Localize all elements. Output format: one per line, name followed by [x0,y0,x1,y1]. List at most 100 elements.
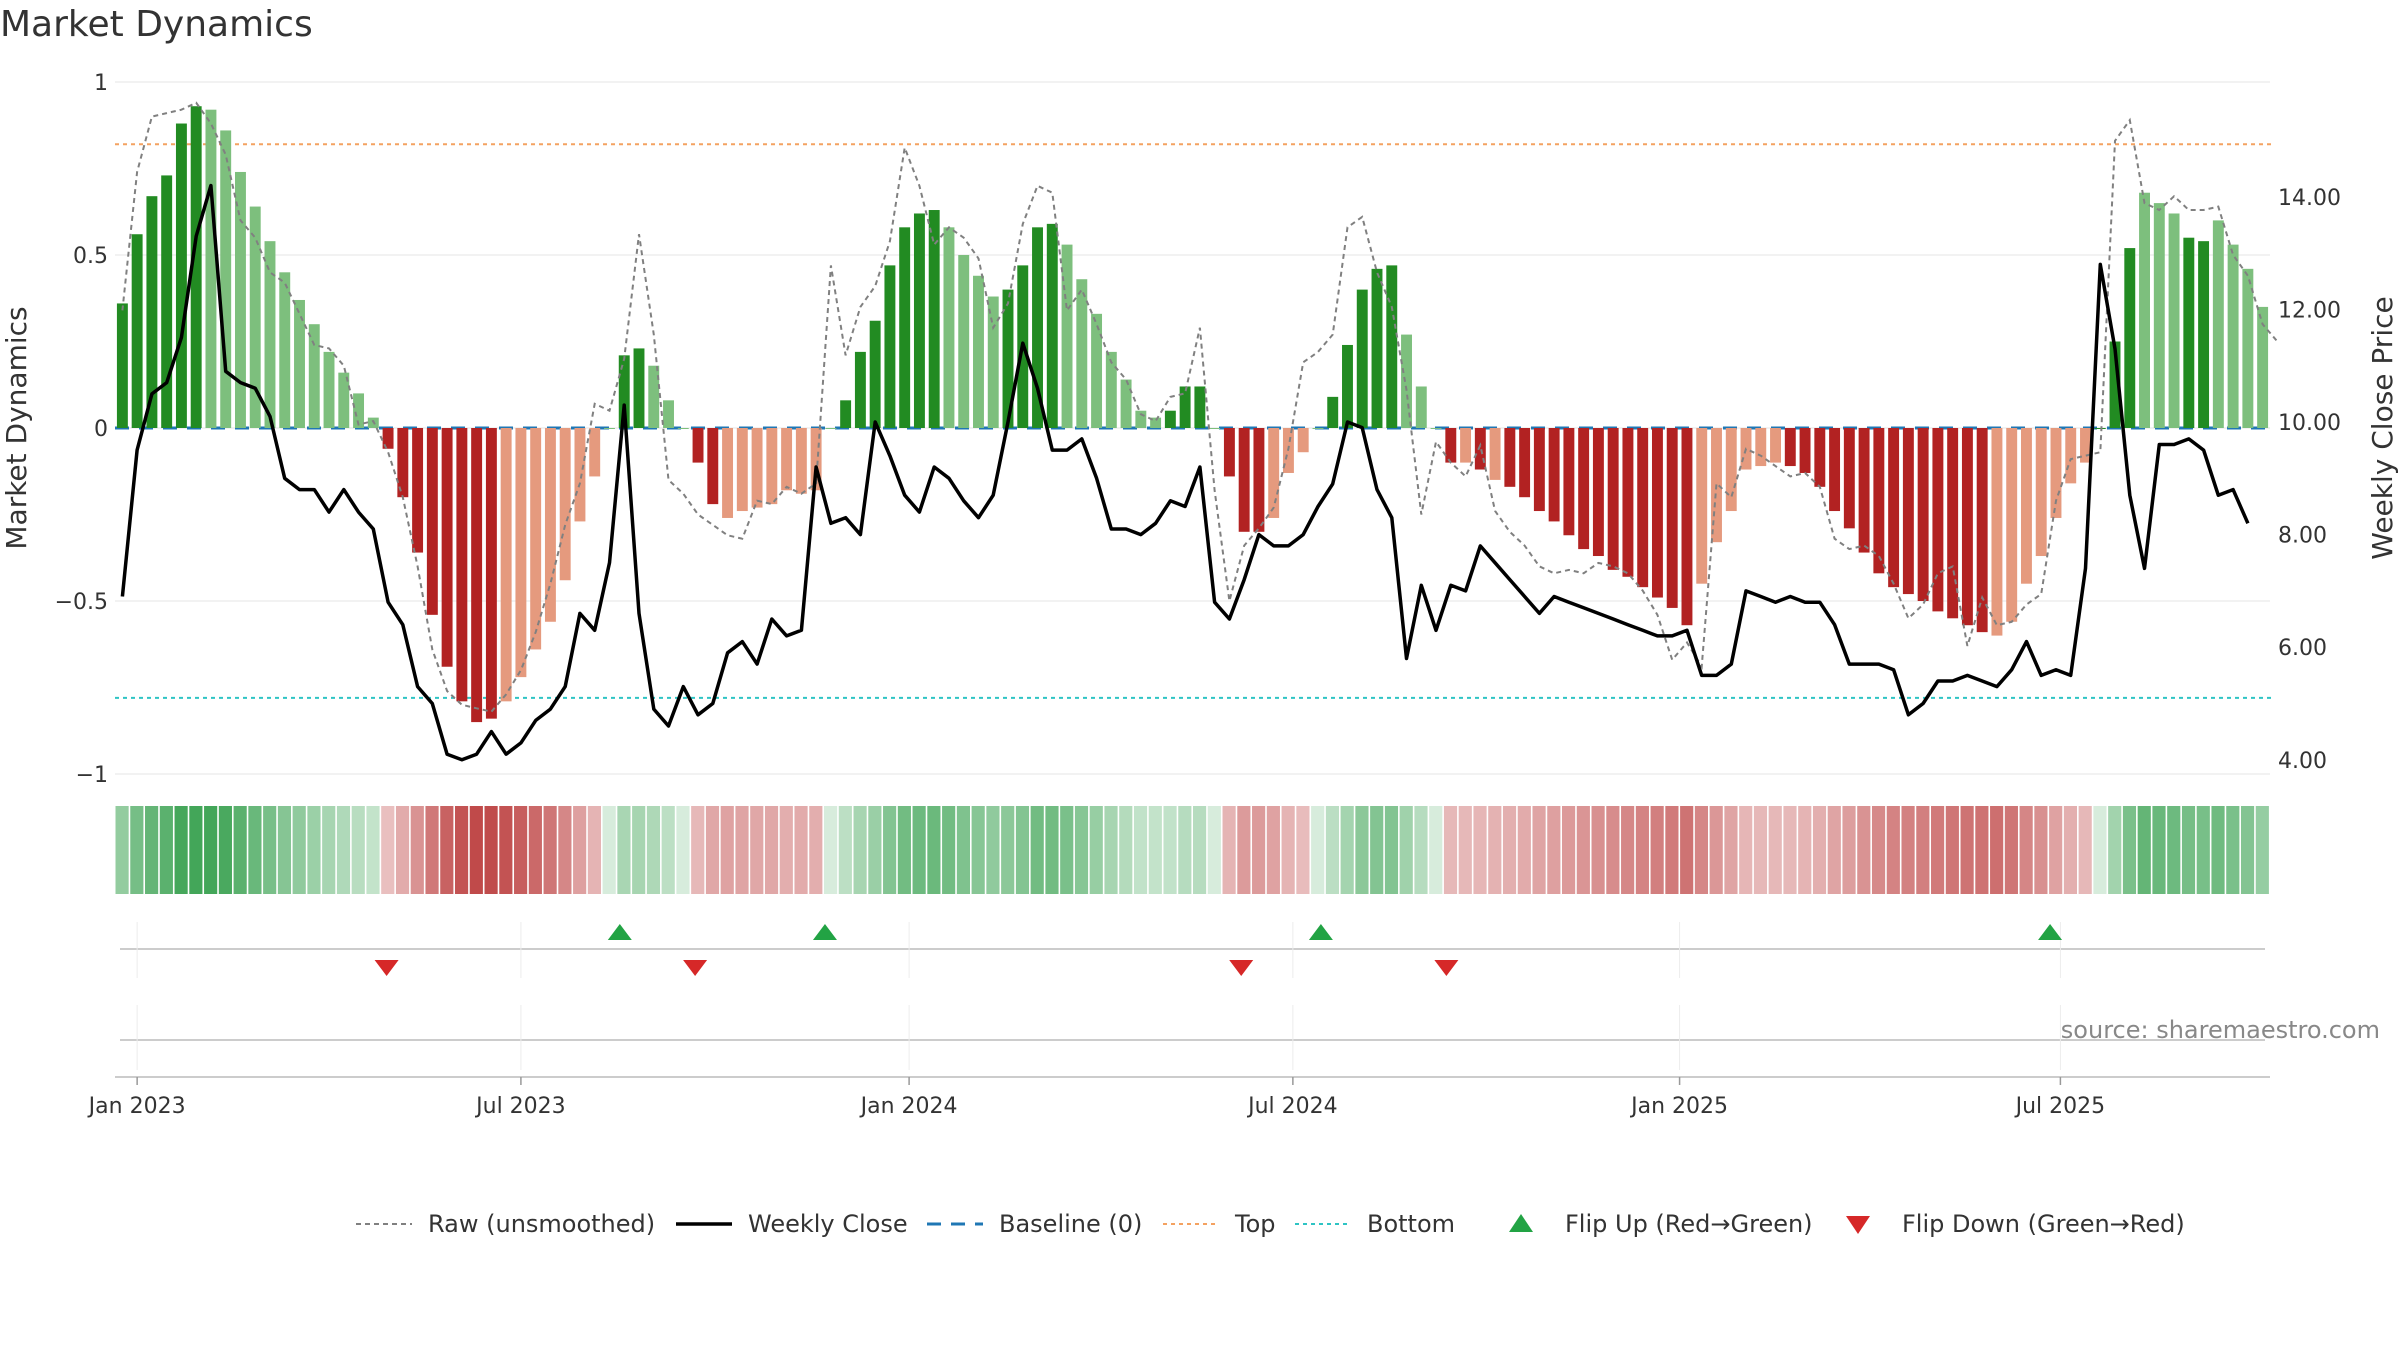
bar [574,428,586,522]
x-tick-label: Jul 2024 [1246,1094,1338,1119]
bar [1371,268,1383,428]
regime-cell [927,806,941,894]
bar [781,428,793,491]
regime-cell [189,806,203,894]
regime-cell [1384,806,1399,894]
regime-cell [2196,806,2210,894]
bar [1873,428,1885,574]
regime-cell [1001,806,1015,894]
regime-cell [1739,806,1753,894]
flip-up-marker [812,924,837,940]
regime-cell [454,806,469,894]
regime-cell [1222,806,1236,894]
left-y-tick-label: 0.5 [73,244,108,269]
bar [1415,386,1427,428]
regime-cell [1945,806,1959,894]
bar [604,428,615,429]
right-y-axis-label: Weekly Close Price [2366,296,2399,559]
bar [1504,428,1516,487]
bar [220,130,232,428]
bar [205,109,217,429]
regime-cell [1045,806,1059,894]
legend-item-5: Flip Up (Red→Green) [1509,1210,1813,1238]
bar [1829,428,1841,512]
regime-cell [897,806,911,894]
bar [899,227,911,428]
regime-cell [1783,806,1797,894]
regime-cell [1517,806,1531,894]
regime-cell [381,806,395,894]
bar [1563,428,1575,536]
regime-cell [1178,806,1192,894]
bar [1238,428,1250,532]
regime-cell [809,806,823,894]
regime-cell [2152,806,2166,894]
bar [515,428,527,678]
bar [190,106,202,428]
bar [323,351,335,428]
regime-cell [1886,806,1900,894]
regime-cell [543,806,557,894]
left-y-axis: 1 0.5 0 −0.5 −1 [55,71,108,788]
bar [2227,244,2239,428]
legend-item-3: Top [1163,1210,1276,1238]
bar [1858,428,1870,553]
right-y-tick-label: 10.00 [2278,411,2341,436]
right-y-tick-label: 6.00 [2278,636,2327,661]
regime-cell [263,806,277,894]
bar [1076,279,1088,428]
regime-cell [676,806,690,894]
regime-cell [1635,806,1649,894]
regime-cell [1842,806,1856,894]
bar [928,210,940,428]
legend-item-4: Bottom [1295,1210,1455,1238]
bar [1312,428,1324,429]
bar [1105,351,1117,428]
bar [2080,428,2091,463]
regime-cell [1901,806,1915,894]
regime-cell [1768,806,1782,894]
legend-item-0: Raw (unsmoothed) [356,1210,655,1238]
bar [825,428,837,429]
bar [1947,428,1959,619]
bar [471,428,483,723]
bar [2035,428,2047,557]
regime-cell [204,806,218,894]
bar [1917,428,1929,601]
regime-cell [248,806,262,894]
bar [1637,428,1649,588]
flip-down-marker [683,960,708,976]
regime-cell [602,806,616,894]
regime-cell [1311,806,1325,894]
regime-cell [1916,806,1930,894]
regime-cell [1502,806,1517,894]
bar [146,196,158,428]
regime-cell [986,806,1000,894]
bar [840,400,852,428]
bar [1814,428,1826,487]
bar [1120,379,1132,428]
regime-cell [410,806,424,894]
source-note: source: sharemaestro.com [2061,1016,2380,1044]
regime-cell [779,806,793,894]
regime-cell [2108,806,2122,894]
regime-cell [661,806,675,894]
x-tick-label: Jan 2025 [1629,1094,1728,1119]
flip-down-marker [1434,960,1459,976]
bar [1445,428,1457,463]
regime-cell [1753,806,1768,894]
bar [1770,428,1781,463]
regime-cell [1591,806,1605,894]
regime-cell [1015,806,1030,894]
flip-markers-panel [120,922,2265,978]
bar [1430,428,1442,429]
bar [485,428,497,719]
legend-item-1: Weekly Close [676,1210,908,1238]
left-y-tick-label: 1 [94,71,108,96]
bar [235,171,246,428]
bar [751,428,763,508]
bar [1607,428,1619,570]
regime-cell [971,806,985,894]
regime-cell [366,806,380,894]
legend: Raw (unsmoothed) Weekly Close Baseline (0)… [356,1210,2185,1238]
